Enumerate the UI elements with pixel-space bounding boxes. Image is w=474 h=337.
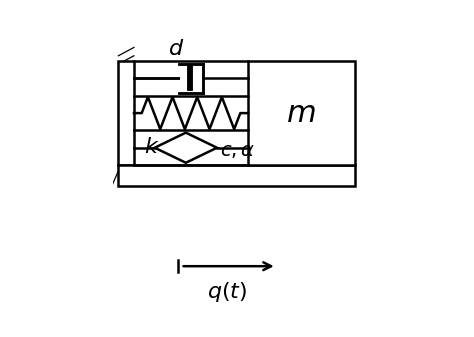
- Polygon shape: [155, 133, 217, 163]
- Bar: [118, 61, 134, 165]
- Text: $q(t)$: $q(t)$: [207, 280, 247, 304]
- Bar: [180, 65, 202, 91]
- Text: k: k: [144, 137, 157, 157]
- Text: $c,\alpha$: $c,\alpha$: [219, 141, 255, 160]
- Text: d: d: [169, 39, 183, 59]
- Bar: [118, 165, 355, 186]
- Bar: [248, 61, 355, 165]
- Text: m: m: [286, 99, 316, 128]
